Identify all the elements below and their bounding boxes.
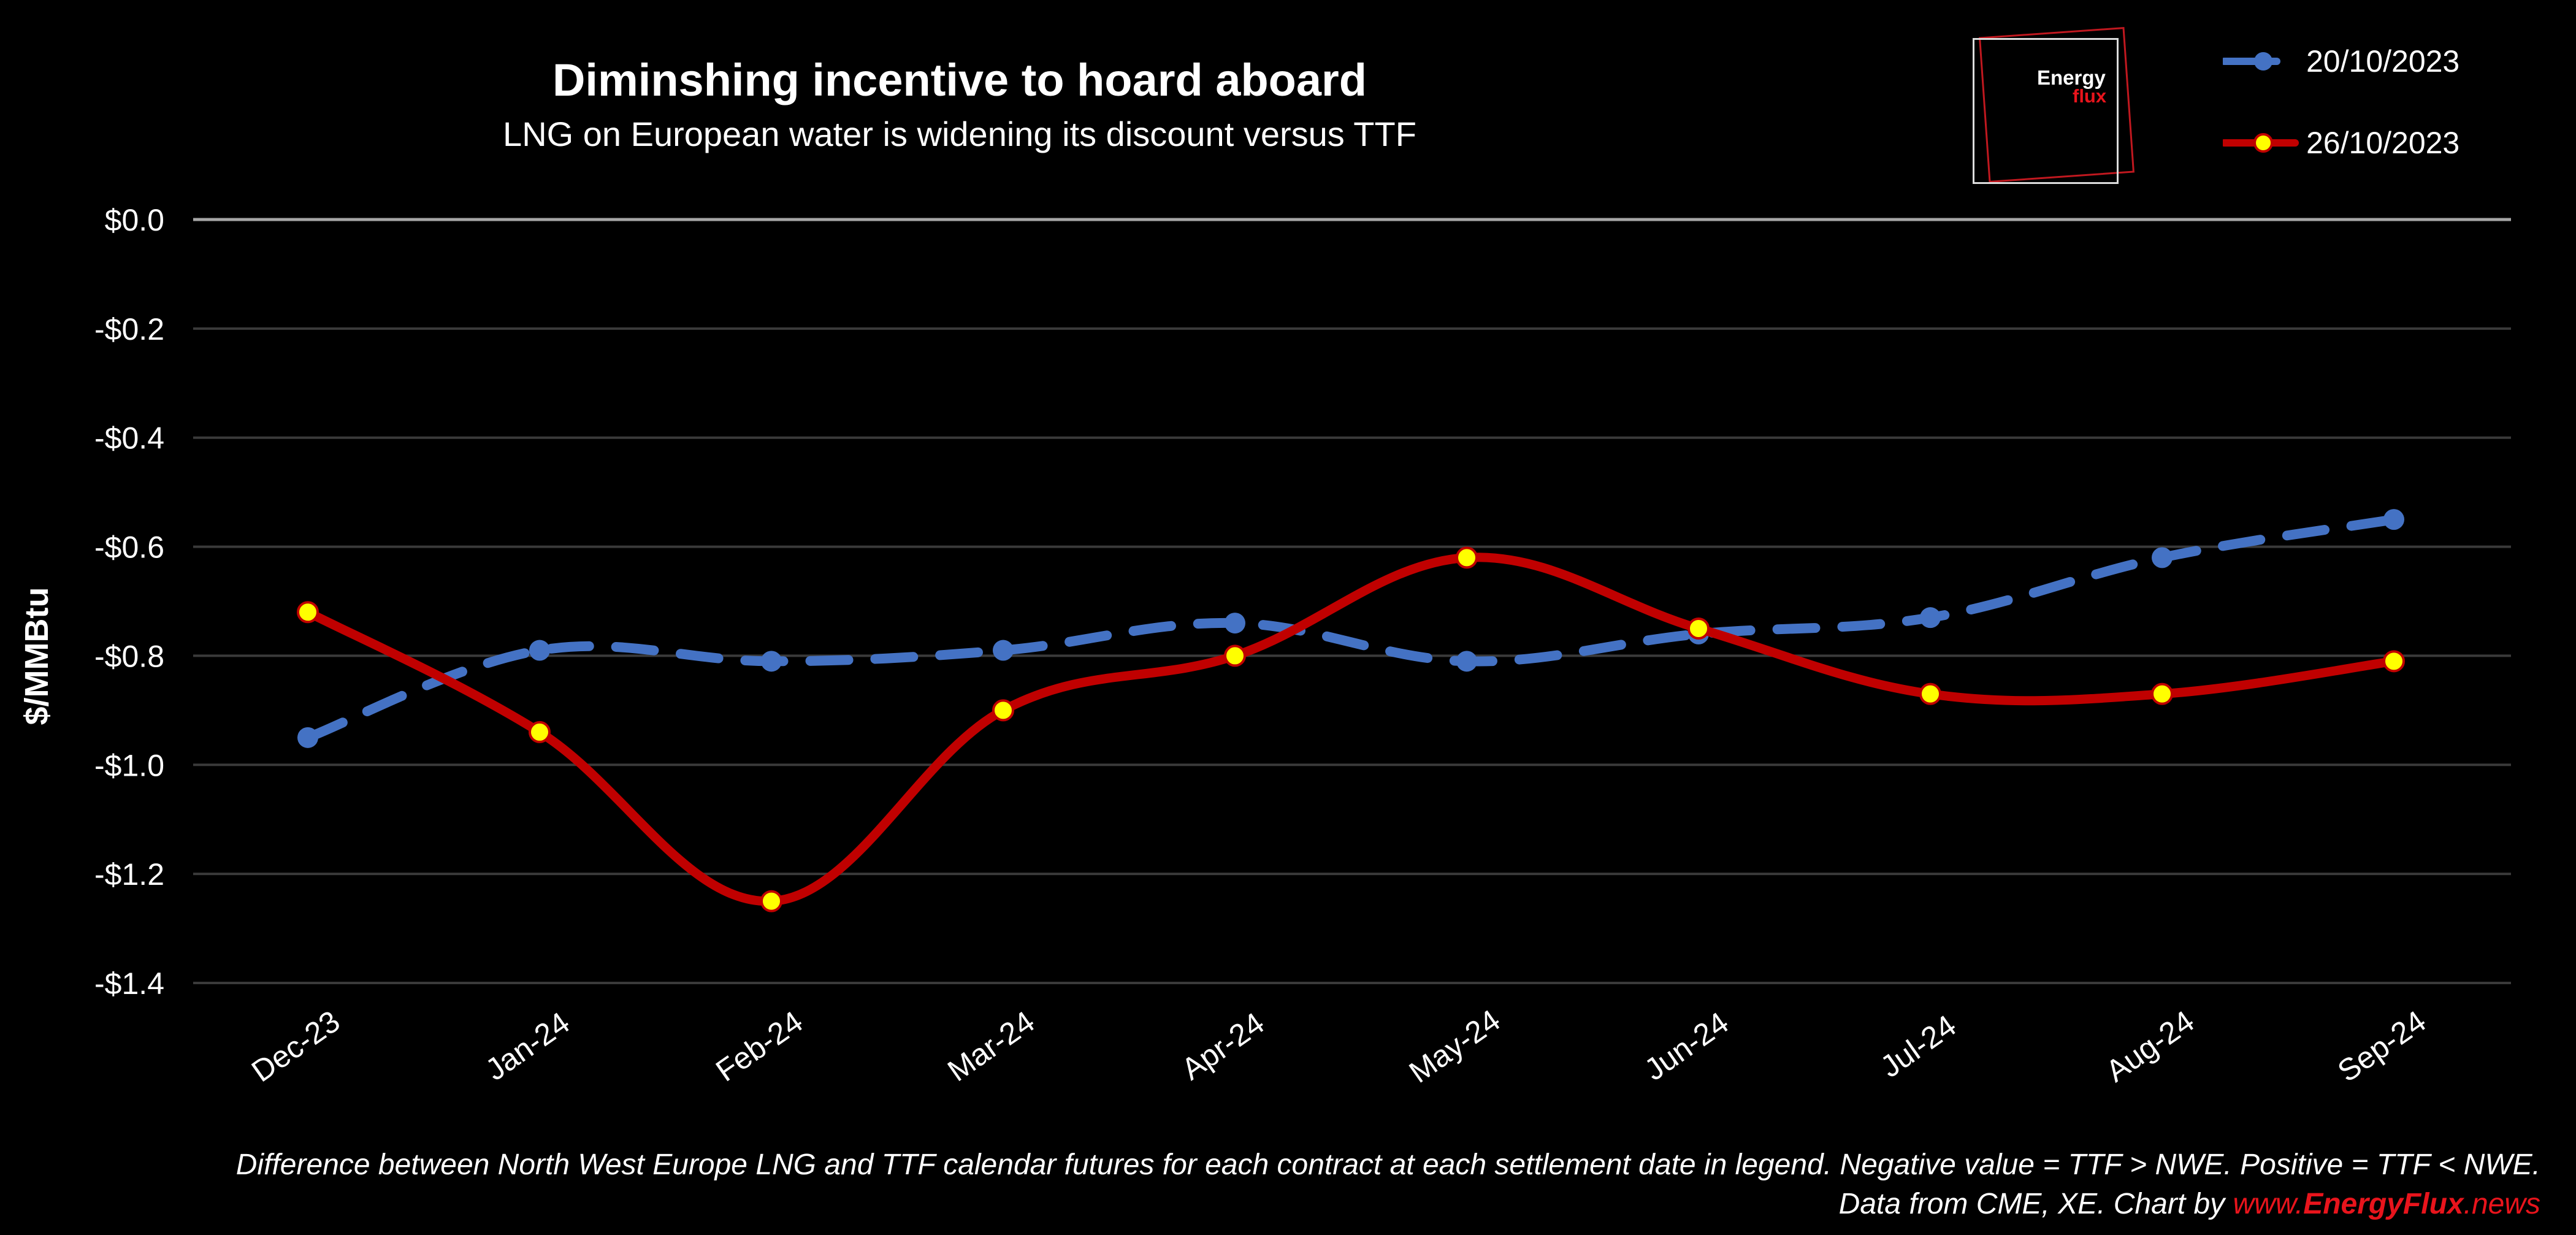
y-tick-label: -$0.2 [94,312,164,346]
x-tick-label: Aug-24 [2100,1004,2200,1088]
data-point [993,640,1014,661]
data-point [1920,607,1941,629]
y-tick-label: -$0.6 [94,530,164,565]
logo-text-flux: flux [2073,85,2107,107]
data-point [761,651,782,672]
y-axis-ticks: $0.0 -$0.2 -$0.4 -$0.6 -$0.8 -$1.0 -$1.2 -$1.4 [94,203,164,1001]
logo-white-frame [1973,38,2119,184]
data-point [2383,650,2405,673]
footnote-source-prefix: Data from CME, XE. Chart by [1838,1188,2233,1220]
x-tick-label: Sep-24 [2331,1004,2432,1088]
x-tick-label: Apr-24 [1175,1006,1271,1087]
legend-label-series-1: 20/10/2023 [2306,44,2460,78]
series-line [303,552,2399,906]
y-tick-label: -$0.4 [94,421,164,456]
x-tick-label: Mar-24 [941,1004,1041,1088]
site-tld: .news [2463,1188,2540,1220]
data-point [1456,651,1477,672]
data-point [992,699,1014,722]
y-tick-label: -$1.2 [94,857,164,892]
site-www: www. [2233,1188,2304,1220]
data-point [1456,546,1478,569]
data-point [2151,682,2173,705]
footnote-description: Difference between North West Europe LNG… [235,1149,2540,1181]
x-tick-label: Jul-24 [1874,1008,1962,1084]
chart-title: Diminshing incentive to hoard aboard [552,55,1367,105]
y-tick-label: -$0.8 [94,639,164,673]
x-axis-ticks: Dec-23 Jan-24 Feb-24 Mar-24 Apr-24 May-24 Jun-… [245,1003,2432,1090]
y-tick-label: -$1.0 [94,748,164,782]
y-axis-label: $/MMBtu [18,587,55,725]
x-tick-label: Jun-24 [1638,1005,1735,1087]
x-tick-label: Feb-24 [709,1004,809,1088]
data-point [2383,509,2404,530]
data-point [297,601,319,624]
y-tick-label: $0.0 [105,203,164,237]
data-point [2152,547,2173,568]
x-tick-label: May-24 [1403,1003,1507,1090]
series-layer [297,509,2405,912]
x-tick-label: Jan-24 [480,1005,576,1087]
site-name: EnergyFlux [2303,1188,2464,1220]
series-line [303,514,2399,743]
data-point [529,640,550,661]
data-point [1687,617,1710,640]
data-point [1224,644,1246,667]
logo-text-energy: Energy [2037,66,2106,89]
site-link[interactable]: www.EnergyFlux.news [2233,1188,2540,1220]
legend-label-series-2: 26/10/2023 [2306,126,2460,160]
data-point [297,727,318,748]
legend-swatch-series-2 [2223,133,2299,153]
data-point [760,890,782,912]
legend-swatch-series-1 [2223,52,2280,71]
y-tick-label: -$1.4 [94,966,164,1001]
x-tick-label: Dec-23 [245,1004,346,1088]
chart-subtitle: LNG on European water is widening its di… [503,115,1416,153]
data-point [1919,682,1941,705]
energyflux-logo: Energy flux [1962,23,2140,189]
series-1 [297,509,2404,748]
data-point [529,721,551,743]
footnote-source: Data from CME, XE. Chart by www.EnergyFl… [1839,1187,2540,1221]
data-point [1225,613,1245,634]
series-2 [297,546,2405,912]
